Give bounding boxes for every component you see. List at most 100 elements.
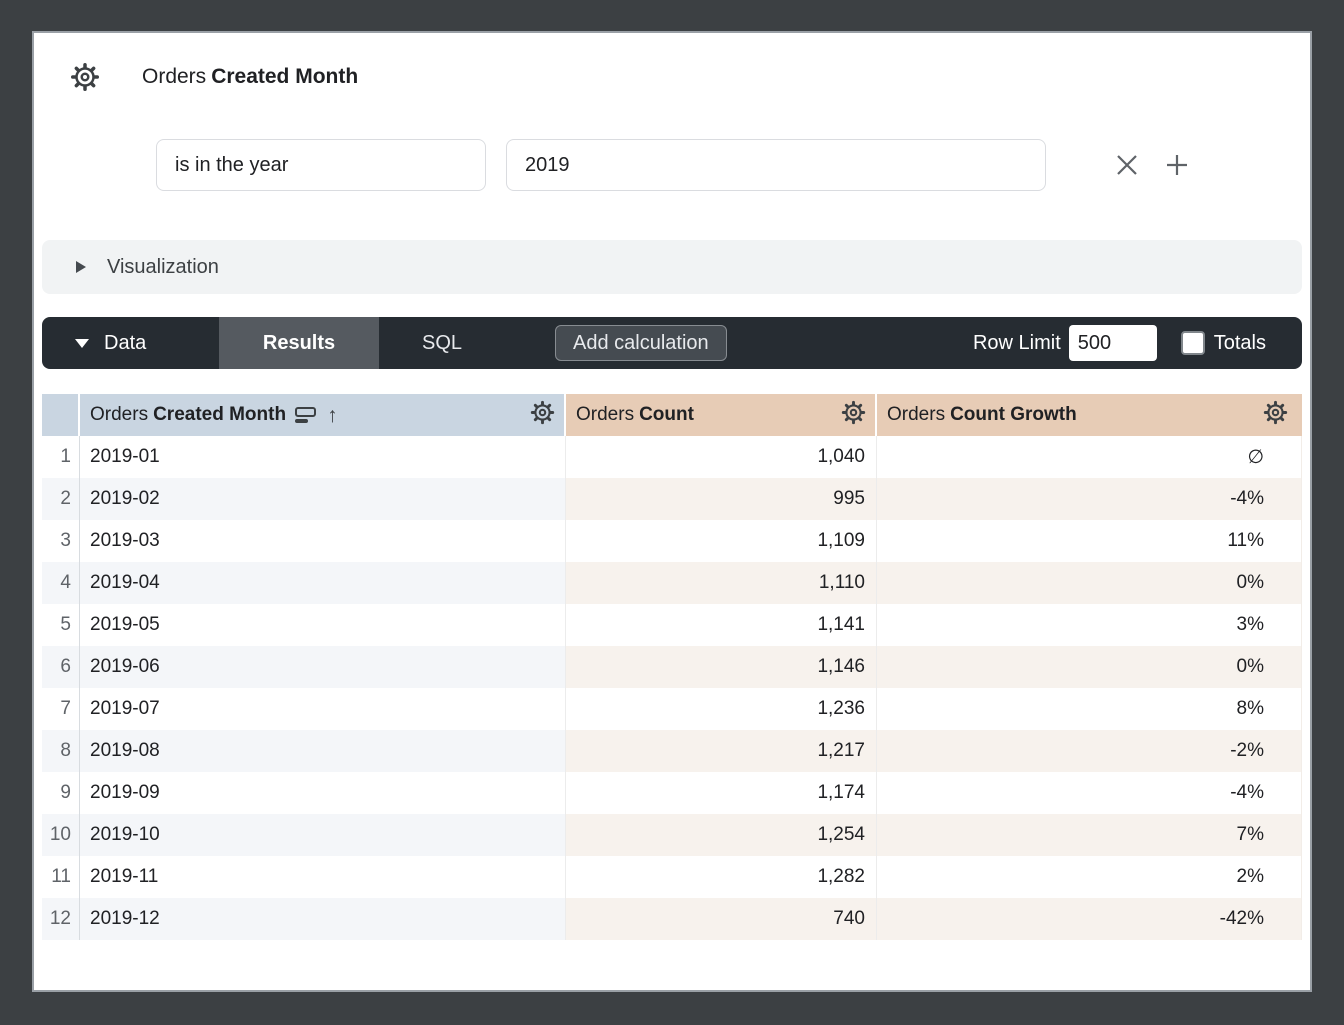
row-number: 5 xyxy=(42,604,80,646)
column-label: Orders Count xyxy=(576,404,694,426)
add-filter-button[interactable] xyxy=(1162,150,1192,180)
cell-orders-count[interactable]: 1,254 xyxy=(566,814,877,856)
cell-count-growth[interactable]: 0% xyxy=(877,646,1302,688)
table-header-row: Orders Created Month ↑ Orders Count xyxy=(42,394,1302,436)
visualization-label: Visualization xyxy=(107,255,219,278)
title-view-name: Orders xyxy=(142,65,207,88)
row-limit-input[interactable] xyxy=(1068,325,1157,361)
cell-created-month[interactable]: 2019-04 xyxy=(80,562,566,604)
table-row: 4 2019-04 1,110 0% xyxy=(42,562,1302,604)
column-field-name: Count Growth xyxy=(950,404,1077,425)
table-row: 7 2019-07 1,236 8% xyxy=(42,688,1302,730)
row-number: 2 xyxy=(42,478,80,520)
cell-count-growth[interactable]: 3% xyxy=(877,604,1302,646)
cell-orders-count[interactable]: 1,217 xyxy=(566,730,877,772)
cell-orders-count[interactable]: 740 xyxy=(566,898,877,940)
cell-orders-count[interactable]: 1,109 xyxy=(566,520,877,562)
cell-orders-count[interactable]: 1,040 xyxy=(566,436,877,478)
column-gear-icon[interactable] xyxy=(530,400,555,431)
visualization-section-toggle[interactable]: Visualization xyxy=(42,240,1302,294)
title-field-name: Created Month xyxy=(211,65,359,88)
totals-checkbox[interactable] xyxy=(1180,331,1205,355)
cell-orders-count[interactable]: 1,110 xyxy=(566,562,877,604)
row-number: 12 xyxy=(42,898,80,940)
column-header-orders-count[interactable]: Orders Count xyxy=(566,394,877,436)
row-number: 1 xyxy=(42,436,80,478)
cell-orders-count[interactable]: 1,174 xyxy=(566,772,877,814)
cell-orders-count[interactable]: 1,141 xyxy=(566,604,877,646)
data-section-bar: Data Results SQL Add calculation Row Lim… xyxy=(42,317,1302,369)
table-row: 8 2019-08 1,217 -2% xyxy=(42,730,1302,772)
row-number: 7 xyxy=(42,688,80,730)
cell-count-growth[interactable]: -4% xyxy=(877,478,1302,520)
filter-row xyxy=(156,139,1192,191)
table-row: 2 2019-02 995 -4% xyxy=(42,478,1302,520)
cell-orders-count[interactable]: 1,282 xyxy=(566,856,877,898)
column-header-created-month[interactable]: Orders Created Month ↑ xyxy=(80,394,566,436)
cell-count-growth[interactable]: 7% xyxy=(877,814,1302,856)
table-row: 1 2019-01 1,040 ∅ xyxy=(42,436,1302,478)
cell-created-month[interactable]: 2019-12 xyxy=(80,898,566,940)
data-bar-right-controls: Row Limit Totals xyxy=(973,317,1266,369)
cell-count-growth[interactable]: ∅ xyxy=(877,436,1302,478)
cell-created-month[interactable]: 2019-09 xyxy=(80,772,566,814)
filter-value-input[interactable] xyxy=(506,139,1046,191)
data-section-toggle[interactable]: Data xyxy=(75,317,146,369)
row-number: 4 xyxy=(42,562,80,604)
results-table: Orders Created Month ↑ Orders Count xyxy=(42,394,1302,940)
table-row: 12 2019-12 740 -42% xyxy=(42,898,1302,940)
column-view-name: Orders xyxy=(887,404,946,425)
cell-orders-count[interactable]: 995 xyxy=(566,478,877,520)
page-title: Orders Created Month xyxy=(142,62,358,92)
cell-count-growth[interactable]: -4% xyxy=(877,772,1302,814)
cell-orders-count[interactable]: 1,236 xyxy=(566,688,877,730)
cell-created-month[interactable]: 2019-02 xyxy=(80,478,566,520)
column-view-name: Orders xyxy=(90,404,149,425)
column-view-name: Orders xyxy=(576,404,635,425)
cell-created-month[interactable]: 2019-07 xyxy=(80,688,566,730)
row-number-header xyxy=(42,394,80,436)
field-header: Orders Created Month xyxy=(70,62,358,92)
filter-condition-input[interactable] xyxy=(156,139,486,191)
column-label: Orders Created Month xyxy=(90,404,286,426)
cell-count-growth[interactable]: 8% xyxy=(877,688,1302,730)
cell-created-month[interactable]: 2019-11 xyxy=(80,856,566,898)
column-gear-icon[interactable] xyxy=(841,400,866,431)
cell-created-month[interactable]: 2019-06 xyxy=(80,646,566,688)
table-row: 5 2019-05 1,141 3% xyxy=(42,604,1302,646)
sort-ascending-icon: ↑ xyxy=(327,403,338,427)
row-number: 11 xyxy=(42,856,80,898)
tab-sql[interactable]: SQL xyxy=(421,331,463,354)
column-header-count-growth[interactable]: Orders Count Growth xyxy=(877,394,1302,436)
tab-results[interactable]: Results xyxy=(219,317,379,369)
table-row: 9 2019-09 1,174 -4% xyxy=(42,772,1302,814)
column-gear-icon[interactable] xyxy=(1263,400,1288,431)
data-label: Data xyxy=(104,331,147,354)
row-number: 8 xyxy=(42,730,80,772)
cell-created-month[interactable]: 2019-10 xyxy=(80,814,566,856)
caret-right-icon xyxy=(76,261,86,273)
cell-count-growth[interactable]: 2% xyxy=(877,856,1302,898)
row-number: 3 xyxy=(42,520,80,562)
cell-created-month[interactable]: 2019-05 xyxy=(80,604,566,646)
cell-created-month[interactable]: 2019-01 xyxy=(80,436,566,478)
cell-count-growth[interactable]: -42% xyxy=(877,898,1302,940)
totals-label: Totals xyxy=(1213,331,1266,354)
cell-count-growth[interactable]: 0% xyxy=(877,562,1302,604)
column-field-name: Count xyxy=(639,404,694,425)
close-icon xyxy=(1117,155,1137,175)
cell-orders-count[interactable]: 1,146 xyxy=(566,646,877,688)
cell-created-month[interactable]: 2019-08 xyxy=(80,730,566,772)
cell-count-growth[interactable]: -2% xyxy=(877,730,1302,772)
column-label: Orders Count Growth xyxy=(887,404,1077,426)
field-settings-gear-icon[interactable] xyxy=(70,62,100,92)
row-number: 10 xyxy=(42,814,80,856)
row-number: 9 xyxy=(42,772,80,814)
table-row: 6 2019-06 1,146 0% xyxy=(42,646,1302,688)
cell-count-growth[interactable]: 11% xyxy=(877,520,1302,562)
remove-filter-button[interactable] xyxy=(1112,150,1142,180)
sorted-field-icon xyxy=(295,407,317,423)
add-calculation-button[interactable]: Add calculation xyxy=(555,325,727,361)
cell-created-month[interactable]: 2019-03 xyxy=(80,520,566,562)
